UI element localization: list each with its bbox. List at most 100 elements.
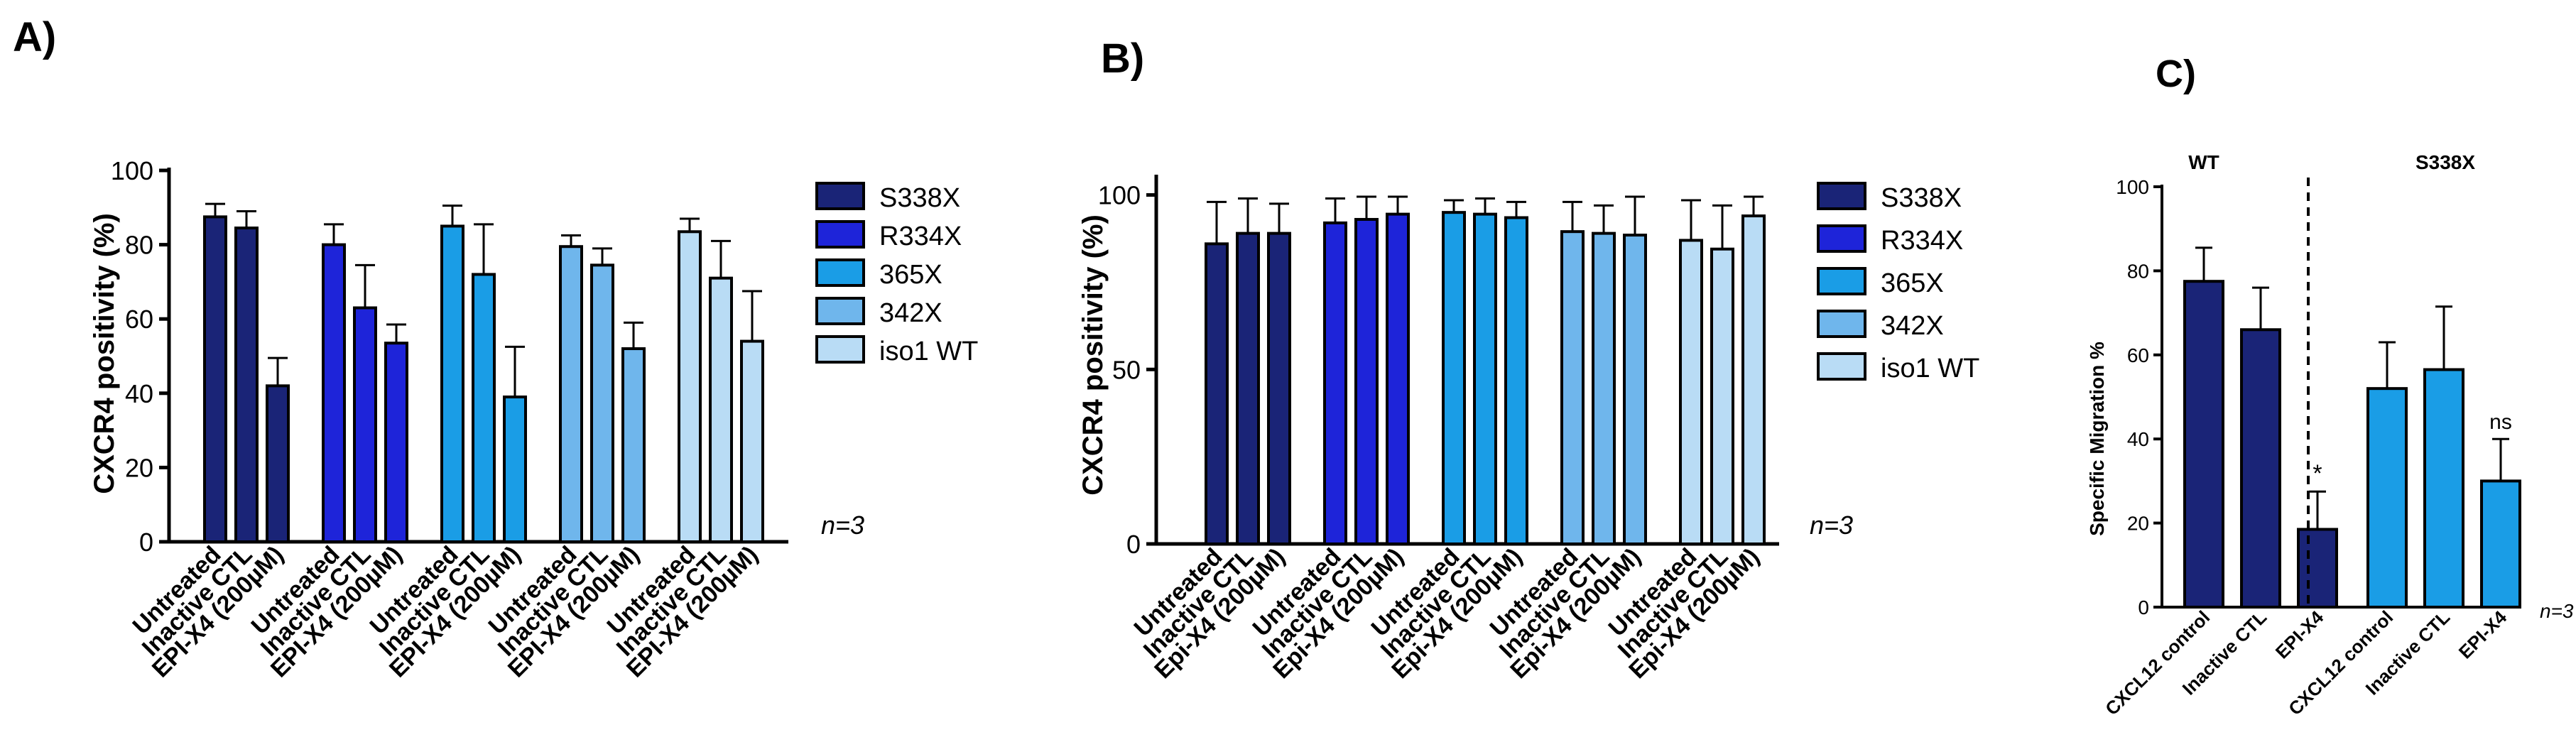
bar-365x-inactive-ctl xyxy=(472,273,496,543)
legend-label-r334x: R334X xyxy=(1881,226,1963,256)
panel-a-label: A) xyxy=(13,14,56,60)
bar-s338x-inactive-ctl xyxy=(1236,231,1260,545)
legend-swatch-iso1-wt xyxy=(1817,352,1866,381)
bar-r334x-untreated xyxy=(322,243,346,543)
y-tick-label: 100 xyxy=(111,156,153,185)
y-tick-label: 60 xyxy=(125,305,153,334)
bar-s338x-cxcl12-control xyxy=(2366,387,2408,609)
bar-365x-untreated xyxy=(1442,211,1466,545)
bar-iso1-wt-untreated xyxy=(1679,239,1703,545)
panel-c-group-label-wt: WT xyxy=(2188,151,2219,173)
y-tick-label: 40 xyxy=(125,379,153,408)
bar-s338x-epi-x4-200-m xyxy=(1267,231,1291,545)
bar-342x-epi-x4-200-m xyxy=(621,347,646,543)
legend-label-iso1-wt: iso1 WT xyxy=(1881,354,1979,383)
legend-label-365x: 365X xyxy=(879,260,942,290)
bar-s338x-epi-x4-200-m xyxy=(266,384,290,544)
bar-r334x-inactive-ctl xyxy=(1354,217,1379,545)
y-tick-label: 100 xyxy=(2116,176,2149,198)
legend-swatch-365x xyxy=(815,258,865,287)
y-tick-label: 0 xyxy=(2138,596,2149,618)
bar-365x-epi-x4-200-m xyxy=(503,396,527,544)
legend-label-342x: 342X xyxy=(879,298,942,328)
x-tick-label-cxcl12-control: CXCL12 control xyxy=(2101,606,2214,719)
bar-342x-epi-x4-200-m xyxy=(1623,234,1647,545)
panel-b-n-annotation: n=3 xyxy=(1810,511,1853,540)
bar-iso1-wt-inactive-ctl xyxy=(709,276,733,543)
bar-r334x-untreated xyxy=(1323,221,1347,545)
y-tick-label: 100 xyxy=(1098,181,1141,210)
legend-swatch-342x xyxy=(1817,310,1866,338)
y-tick-label: 0 xyxy=(139,528,153,557)
panel-a-y-axis-title: CXCR4 positivity (%) xyxy=(89,213,120,494)
bar-wt-inactive-ctl xyxy=(2240,328,2281,609)
panel-b-axes: 0 50 100 xyxy=(1098,175,1779,559)
bar-s338x-epi-x4 xyxy=(2480,479,2521,609)
bar-wt-epi-x4 xyxy=(2297,528,2338,609)
y-tick-label: 20 xyxy=(2127,513,2149,535)
legend-swatch-iso1-wt xyxy=(815,335,865,364)
legend-label-342x: 342X xyxy=(1881,311,1944,341)
bar-iso1-wt-epi-x4-200-m xyxy=(740,339,764,543)
x-tick-label-epi-x4: EPI-X4 xyxy=(2455,606,2511,663)
panel-b-legend: S338X R334X 365X 342X iso1 WT xyxy=(1817,182,1979,383)
panel-c-bars: * ns xyxy=(2183,246,2521,609)
legend-label-s338x: S338X xyxy=(1881,183,1962,213)
panel-a-bar-chart: A) CXCR4 positivity (%) 0 20 40 60 80 100 Unt… xyxy=(13,14,978,683)
significance-marker-s338x: ns xyxy=(2489,410,2512,434)
panel-a-n-annotation: n=3 xyxy=(821,511,864,540)
legend-swatch-r334x xyxy=(815,220,865,249)
y-tick-label: 60 xyxy=(2127,344,2149,366)
panel-a-bars xyxy=(203,202,764,544)
bar-iso1-wt-inactive-ctl xyxy=(1710,247,1734,545)
legend-label-365x: 365X xyxy=(1881,268,1944,298)
panel-a-legend: S338X R334X 365X 342X iso1 WT xyxy=(815,182,978,366)
legend-label-r334x: R334X xyxy=(879,222,962,251)
y-tick-label: 50 xyxy=(1112,355,1141,384)
y-tick-label: 20 xyxy=(125,453,153,482)
legend-swatch-s338x xyxy=(1817,182,1866,210)
panel-b-label: B) xyxy=(1101,36,1144,82)
significance-marker-wt: * xyxy=(2313,460,2322,487)
y-tick-label: 40 xyxy=(2127,428,2149,450)
bar-r334x-epi-x4-200-m xyxy=(384,342,408,543)
bar-342x-untreated xyxy=(559,245,583,543)
panel-c-label: C) xyxy=(2156,53,2196,95)
bar-s338x-inactive-ctl xyxy=(2423,368,2464,609)
panel-c-group-label-s338x: S338X xyxy=(2415,151,2475,173)
legend-label-s338x: S338X xyxy=(879,183,960,213)
legend-swatch-365x xyxy=(1817,267,1866,295)
bar-s338x-inactive-ctl xyxy=(234,227,259,543)
bar-365x-untreated xyxy=(440,224,464,543)
bar-r334x-epi-x4-200-m xyxy=(1386,212,1410,545)
legend-swatch-r334x xyxy=(1817,224,1866,253)
bar-s338x-untreated xyxy=(203,215,227,543)
y-tick-label: 80 xyxy=(125,231,153,260)
panel-c-y-axis-title: Specific Migration % xyxy=(2086,342,2108,536)
panel-b-bar-chart: B) CXCR4 positivity (%) 0 50 100 Untreated… xyxy=(1077,36,1979,684)
bar-342x-inactive-ctl xyxy=(590,263,614,543)
y-tick-label: 80 xyxy=(2127,260,2149,282)
bar-iso1-wt-untreated xyxy=(678,230,702,543)
panel-b-y-axis-title: CXCR4 positivity (%) xyxy=(1077,214,1109,496)
panel-c-bar-chart: C) Specific Migration % WT S338X 0 20 40 60… xyxy=(2086,53,2574,719)
y-tick-label: 0 xyxy=(1126,530,1141,559)
bar-342x-inactive-ctl xyxy=(1592,231,1616,545)
bar-iso1-wt-epi-x4-200-m xyxy=(1741,214,1766,545)
x-tick-label-epi-x4: EPI-X4 xyxy=(2271,606,2328,663)
bar-365x-epi-x4-200-m xyxy=(1504,216,1528,545)
panel-b-bars xyxy=(1205,195,1766,545)
panel-c-n-annotation: n=3 xyxy=(2540,600,2574,622)
legend-label-iso1-wt: iso1 WT xyxy=(879,337,978,366)
bar-342x-untreated xyxy=(1560,230,1585,545)
bar-s338x-untreated xyxy=(1205,242,1229,545)
bar-wt-cxcl12-control xyxy=(2183,280,2224,609)
legend-swatch-s338x xyxy=(815,182,865,210)
bar-365x-inactive-ctl xyxy=(1473,212,1497,545)
bar-r334x-inactive-ctl xyxy=(353,306,377,543)
legend-swatch-342x xyxy=(815,297,865,325)
